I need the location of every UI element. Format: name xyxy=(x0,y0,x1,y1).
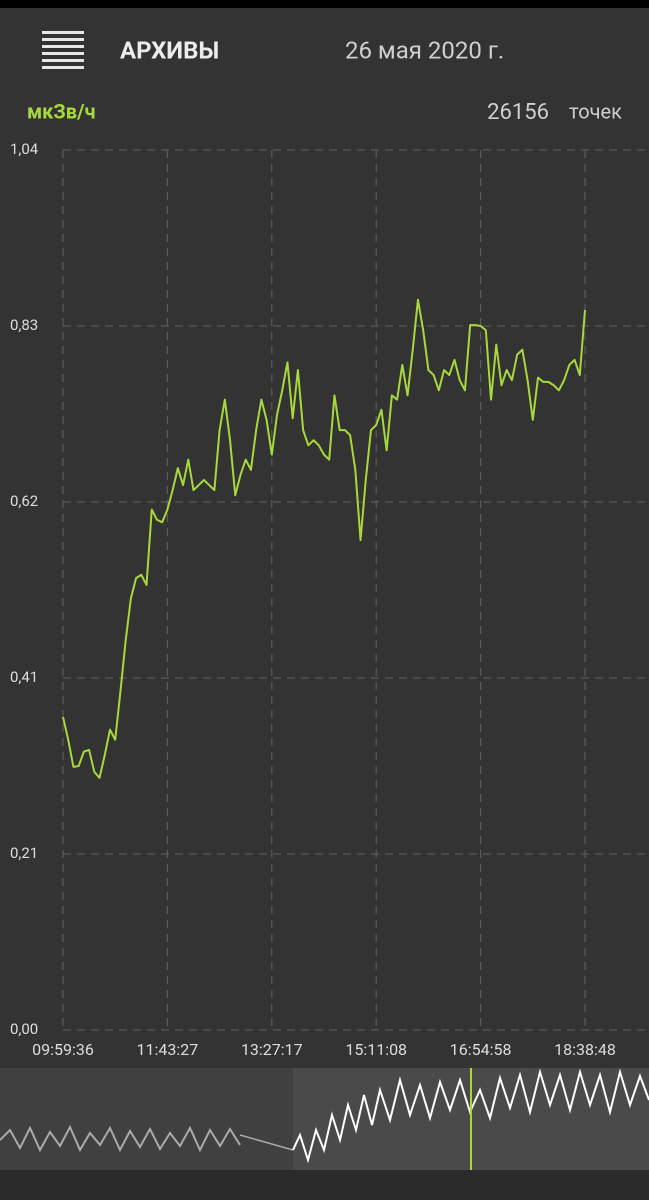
menu-line xyxy=(42,31,84,34)
status-bar xyxy=(0,0,649,8)
y-tick-label: 0,21 xyxy=(10,844,38,862)
y-tick-label: 0,41 xyxy=(10,668,38,686)
menu-line xyxy=(42,45,84,48)
overview[interactable] xyxy=(0,1068,649,1170)
x-tick-label: 18:38:48 xyxy=(554,1040,616,1059)
x-tick-label: 15:11:08 xyxy=(345,1040,407,1059)
overview-trace-hidden xyxy=(0,1124,241,1153)
overview-trace xyxy=(292,1068,649,1164)
nav-bar xyxy=(0,1170,649,1200)
y-tick-label: 0,83 xyxy=(10,316,38,334)
x-tick-label: 16:54:58 xyxy=(450,1040,512,1059)
menu-line xyxy=(42,59,84,62)
overview-hidden xyxy=(0,1068,293,1170)
overview-cursor xyxy=(470,1068,472,1170)
date[interactable]: 26 мая 2020 г. xyxy=(345,36,504,64)
menu-line xyxy=(42,52,84,55)
x-tick-label: 09:59:36 xyxy=(32,1040,94,1059)
overview-gap xyxy=(239,1134,294,1151)
point-count: 26156 xyxy=(487,100,549,125)
point-count-label: точек xyxy=(569,99,622,123)
menu-line xyxy=(42,66,84,69)
plot: 0,00 0,21 0,41 0,62 0,83 1,04 09:59:36 11:43:27… xyxy=(10,140,649,1059)
y-tick-label: 1,04 xyxy=(10,140,39,158)
x-tick-label: 11:43:27 xyxy=(137,1040,199,1059)
data-line xyxy=(62,298,586,779)
unit-label: мкЗв/ч xyxy=(27,99,96,123)
menu-button[interactable] xyxy=(42,31,84,69)
x-tick-label: 13:27:17 xyxy=(241,1040,303,1059)
screen-title: АРХИВЫ xyxy=(120,36,219,64)
y-tick-label: 0,00 xyxy=(10,1020,38,1038)
menu-line xyxy=(42,38,84,41)
y-tick-label: 0,62 xyxy=(10,492,38,510)
